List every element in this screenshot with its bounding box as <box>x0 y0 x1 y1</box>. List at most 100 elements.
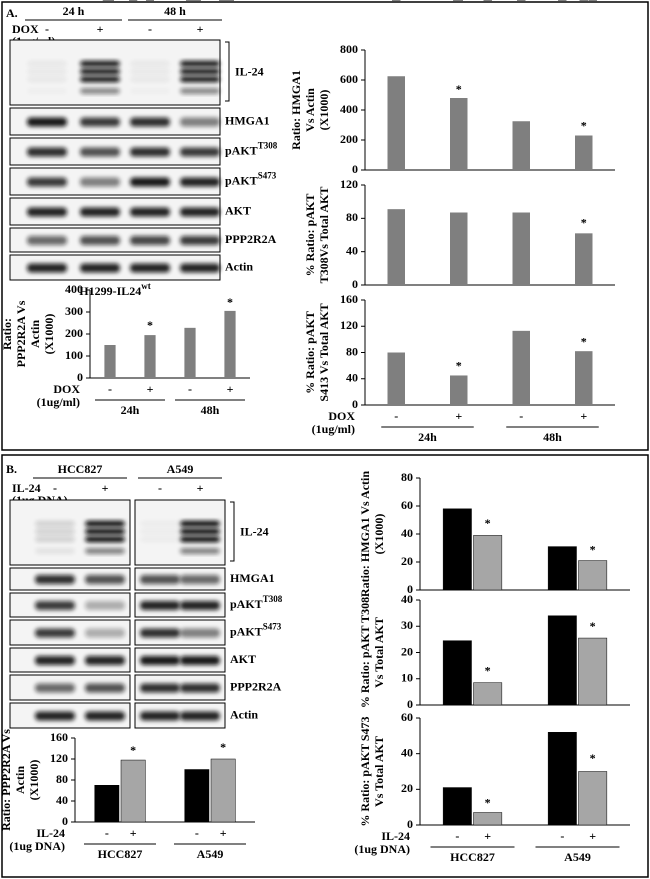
blot-band <box>35 528 75 535</box>
blot-band <box>130 117 170 127</box>
y-axis-label: (X1000) <box>317 90 331 131</box>
lane-sign: - <box>158 481 162 495</box>
y-axis-label: PPP2R2A Vs <box>14 300 28 367</box>
band-label-sup: T308 <box>258 141 278 151</box>
bar <box>547 546 577 591</box>
y-axis-label: (X1000) <box>27 760 41 801</box>
y-axis-label: Ratio: HMGA1 <box>289 70 303 150</box>
series-sign: + <box>220 826 227 840</box>
bar <box>578 560 608 591</box>
band-label-sup: S473 <box>258 171 277 181</box>
y-tick-label: 0 <box>62 814 68 828</box>
y-tick-label: 80 <box>56 772 68 786</box>
bar <box>210 758 236 823</box>
bar <box>578 637 608 706</box>
lane-group: HCC827 <box>58 462 103 476</box>
y-tick-label: 0 <box>352 277 358 291</box>
blot-band <box>80 68 120 75</box>
lane-group: A549 <box>167 462 194 476</box>
y-tick-label: 80 <box>401 470 413 484</box>
bar <box>387 209 405 285</box>
y-axis-label: Ratio: HMGA1 Vs Actin <box>358 471 372 597</box>
series-sign: - <box>560 829 564 843</box>
y-tick-label: 40 <box>56 793 68 807</box>
bar <box>473 812 503 826</box>
band-label: pAKTT308 <box>225 141 278 158</box>
y-axis-label: S413 Vs Total AKT <box>317 303 331 401</box>
band-bracket <box>225 41 230 102</box>
blot-band <box>140 575 180 584</box>
series-sign: - <box>105 826 109 840</box>
y-axis-label: Vs Total AKT <box>372 736 386 807</box>
significance-marker: * <box>485 664 491 678</box>
blot-band <box>80 60 120 67</box>
blot-band <box>180 207 220 217</box>
y-tick-label: 160 <box>340 292 358 306</box>
band-label-main: IL-24 <box>235 64 264 78</box>
blot-band <box>180 263 220 273</box>
band-bracket <box>230 501 235 562</box>
blot-band <box>35 601 75 610</box>
blot-band <box>180 88 220 94</box>
bar <box>473 535 503 591</box>
blot-band <box>27 236 67 245</box>
blot-band <box>140 711 180 721</box>
bar <box>547 732 577 826</box>
x-axis-label: (1ug DNA) <box>354 842 410 856</box>
blot-band <box>140 521 180 527</box>
blot-band <box>27 207 67 217</box>
y-tick-label: 30 <box>401 618 413 632</box>
y-axis-label: Vs Total AKT <box>372 617 386 688</box>
blot-band <box>130 147 170 157</box>
x-tick-label: + <box>580 409 587 423</box>
x-axis-label: DOX <box>53 382 80 396</box>
blot-band <box>27 177 67 187</box>
treatment-label: DOX <box>12 22 39 36</box>
y-tick-label: 40 <box>401 745 413 759</box>
series-sign: + <box>589 829 596 843</box>
y-tick-label: 80 <box>346 344 358 358</box>
band-label-main: Actin <box>230 707 258 721</box>
lane-group: 24 h <box>63 4 85 18</box>
x-tick-label: + <box>227 382 234 396</box>
band-label-main: AKT <box>225 203 251 217</box>
bar <box>387 76 405 170</box>
y-tick-label: 120 <box>340 318 358 332</box>
y-tick-label: 800 <box>340 42 358 56</box>
significance-marker: * <box>130 743 136 757</box>
blot-band <box>180 68 220 75</box>
lane-group: 48 h <box>164 4 186 18</box>
blot-band <box>35 520 75 527</box>
y-tick-label: 200 <box>65 326 83 340</box>
bar <box>184 769 210 823</box>
bar <box>575 351 593 405</box>
blot-band <box>180 60 220 67</box>
blot-band <box>180 528 220 535</box>
blot-band <box>35 536 75 543</box>
bar <box>512 121 530 170</box>
blot-band <box>180 683 220 693</box>
blot-band <box>130 60 170 67</box>
bar <box>224 310 236 378</box>
blot-band <box>35 656 75 665</box>
blot-band <box>85 683 125 693</box>
group-label: HCC827 <box>450 850 495 864</box>
bar <box>578 771 608 826</box>
x-axis-label: (1ug/ml) <box>312 422 355 436</box>
blot-band <box>130 76 170 83</box>
blot-band <box>27 147 67 157</box>
blot-band <box>180 628 220 638</box>
series-sign: - <box>455 829 459 843</box>
x-tick-label: - <box>394 409 398 423</box>
band-label-main: HMGA1 <box>225 113 270 127</box>
blot-band <box>180 117 220 127</box>
blot-band <box>85 601 125 610</box>
y-tick-label: 100 <box>65 348 83 362</box>
series-sign: + <box>130 826 137 840</box>
significance-marker: * <box>590 751 596 765</box>
x-tick-label: - <box>188 382 192 396</box>
significance-marker: * <box>147 318 153 332</box>
bar <box>512 330 530 405</box>
y-tick-label: 0 <box>407 817 413 831</box>
